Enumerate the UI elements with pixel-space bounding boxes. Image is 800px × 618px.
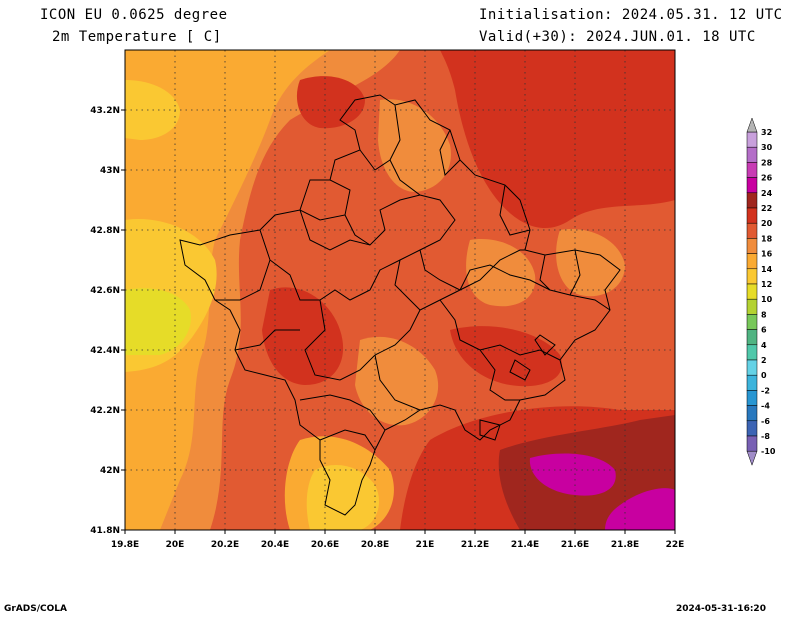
lon-tick-label: 20E: [166, 540, 185, 550]
temp-band-20-north: [296, 76, 365, 129]
temp-band-20-ne: [440, 50, 675, 229]
temp-band-14-west: [125, 50, 330, 530]
colorbar-segment: [746, 344, 758, 361]
lon-tick-label: 21.8E: [611, 540, 639, 550]
lon-tick-label: 21.6E: [561, 540, 589, 550]
lon-tick-label: 21.4E: [511, 540, 539, 550]
colorbar-segment: [746, 298, 758, 315]
lon-tick-label: 20.6E: [311, 540, 339, 550]
colorbar-segment: [746, 162, 758, 178]
temp-band-24-se: [529, 453, 616, 496]
lon-tick-label: 20.8E: [361, 540, 389, 550]
lon-tick-label: 20.2E: [211, 540, 239, 550]
admin-borders: [179, 94, 621, 516]
colorbar-segment: [746, 405, 758, 422]
lat-tick-label: 43N: [100, 166, 120, 176]
colorbar-bottom-arrow: [746, 450, 758, 466]
colorbar-segment: [746, 283, 758, 300]
lat-tick-label: 41.8N: [90, 526, 120, 536]
colorbar-label: 18: [761, 234, 773, 243]
colorbar-segment: [746, 207, 758, 224]
temp-band-16-north: [378, 99, 451, 192]
lon-tick-label: 21.2E: [461, 540, 489, 550]
lon-tick-label: 20.4E: [261, 540, 289, 550]
lon-tick-label: 21E: [416, 540, 435, 550]
colorbar-segment: [746, 222, 758, 239]
colorbar-segment: [746, 146, 758, 163]
colorbar-label: -2: [761, 386, 770, 395]
colorbar-label: -4: [761, 402, 770, 411]
field-title: 2m Temperature [ C]: [52, 29, 222, 45]
valid-time: Valid(+30): 2024.JUN.01. 18 UTC: [479, 29, 756, 45]
temp-band-16-ne: [556, 229, 625, 297]
temp-band-24-corner: [605, 488, 675, 530]
init-time: Initialisation: 2024.05.31. 12 UTC: [479, 7, 783, 23]
lat-tick-label: 42.8N: [90, 226, 120, 236]
latitude-labels: 43.2N 43N 42.8N 42.6N 42.4N 42.2N 42N 41.8N: [90, 106, 120, 536]
colorbar-label: 30: [761, 143, 773, 152]
colorbar-label: 4: [761, 341, 767, 350]
colorbar-label: 10: [761, 295, 773, 304]
colorbar-label: -8: [761, 432, 770, 441]
credit-label: GrADS/COLA: [4, 604, 67, 614]
lat-tick-label: 42.4N: [90, 346, 120, 356]
colorbar-top-arrow: [746, 117, 758, 133]
longitude-labels: 19.8E 20E 20.2E 20.4E 20.6E 20.8E 21E 21.2E 21.4…: [111, 109, 685, 550]
temp-band-20-center: [262, 287, 344, 385]
colorbar-label: 12: [761, 280, 772, 289]
timestamp-label: 2024-05-31-16:20: [676, 604, 766, 614]
colorbar-label: 14: [761, 265, 773, 274]
colorbar-segment: [746, 314, 758, 330]
colorbar-label: -10: [761, 447, 776, 456]
colorbar-label: -6: [761, 417, 770, 426]
colorbar-segment: [746, 238, 758, 254]
lon-tick-label: 19.8E: [111, 540, 139, 550]
temp-band-14-north: [158, 59, 251, 146]
colorbar-label: 22: [761, 204, 772, 213]
colorbar-label: 28: [761, 158, 773, 167]
lat-tick-label: 43.2N: [90, 106, 120, 116]
lat-tick-label: 42.6N: [90, 286, 120, 296]
colorbar-label: 2: [761, 356, 767, 365]
colorbar-label: 0: [761, 371, 767, 380]
colorbar-segment: [746, 268, 758, 285]
colorbar-label: 8: [761, 310, 767, 319]
colorbar-segment: [746, 435, 758, 452]
colorbar-segment: [746, 253, 758, 270]
colorbar-label: 24: [761, 189, 773, 198]
colorbar-label: 16: [761, 250, 773, 259]
temp-band-10-west: [125, 288, 191, 355]
lat-tick-label: 42.2N: [90, 406, 120, 416]
colorbar-segment: [746, 131, 758, 148]
colorbar-label: 26: [761, 174, 773, 183]
temp-band-20-east: [450, 326, 562, 387]
colorbar-segment: [746, 192, 758, 209]
colorbar-segment: [746, 359, 758, 376]
colorbar-label: 6: [761, 326, 767, 335]
lon-tick-label: 22E: [666, 540, 685, 550]
model-title: ICON EU 0.0625 degree: [40, 7, 228, 23]
colorbar-label: 20: [761, 219, 773, 228]
colorbar-label: 32: [761, 128, 772, 137]
colorbar-segment: [746, 390, 758, 406]
temperature-field: [125, 50, 675, 530]
colorbar-segment: [746, 420, 758, 437]
temp-band-12-south: [306, 465, 380, 530]
lat-tick-label: 42N: [100, 466, 120, 476]
colorbar-segment: [746, 329, 758, 346]
colorbar-segment: [746, 177, 758, 194]
colorbar-segment: [746, 374, 758, 391]
temp-band-16-east: [466, 239, 536, 307]
